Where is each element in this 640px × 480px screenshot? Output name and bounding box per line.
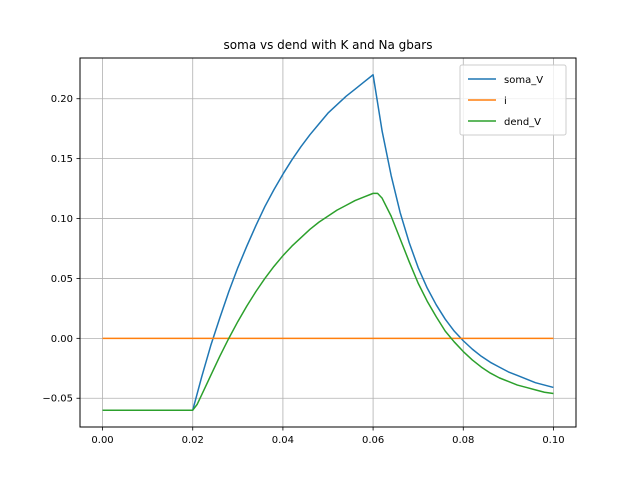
x-tick-label: 0.08 bbox=[452, 435, 474, 446]
y-tick-label: 0.00 bbox=[51, 334, 73, 345]
series-line-dend_V bbox=[102, 192, 554, 411]
series-line-soma_V bbox=[102, 74, 554, 411]
x-tick-label: 0.04 bbox=[272, 435, 294, 446]
chart-title: soma vs dend with K and Na gbars bbox=[224, 38, 433, 52]
legend-label-soma_V: soma_V bbox=[504, 75, 543, 86]
legend-box bbox=[459, 64, 567, 136]
y-tick-label: 0.15 bbox=[51, 154, 73, 165]
x-tick-label: 0.00 bbox=[91, 435, 113, 446]
y-tick-label: 0.20 bbox=[51, 94, 73, 105]
y-tick-label: −0.05 bbox=[42, 394, 73, 405]
x-tick-label: 0.02 bbox=[182, 435, 204, 446]
x-tick-label: 0.06 bbox=[362, 435, 384, 446]
x-tick-label: 0.10 bbox=[542, 435, 564, 446]
legend-label-dend_V: dend_V bbox=[504, 117, 541, 128]
y-tick-label: 0.10 bbox=[51, 214, 73, 225]
legend-label-i: i bbox=[504, 96, 507, 107]
axis-layer: 0.00 0.02 0.04 0.06 0.08 0.10 −0.05 0.00 0.05 0.1… bbox=[42, 94, 564, 446]
legend[interactable]: soma_Vi dend_V bbox=[459, 64, 567, 136]
series-layer bbox=[102, 74, 554, 411]
plot-frame bbox=[79, 57, 577, 428]
y-tick-label: 0.05 bbox=[51, 274, 73, 285]
